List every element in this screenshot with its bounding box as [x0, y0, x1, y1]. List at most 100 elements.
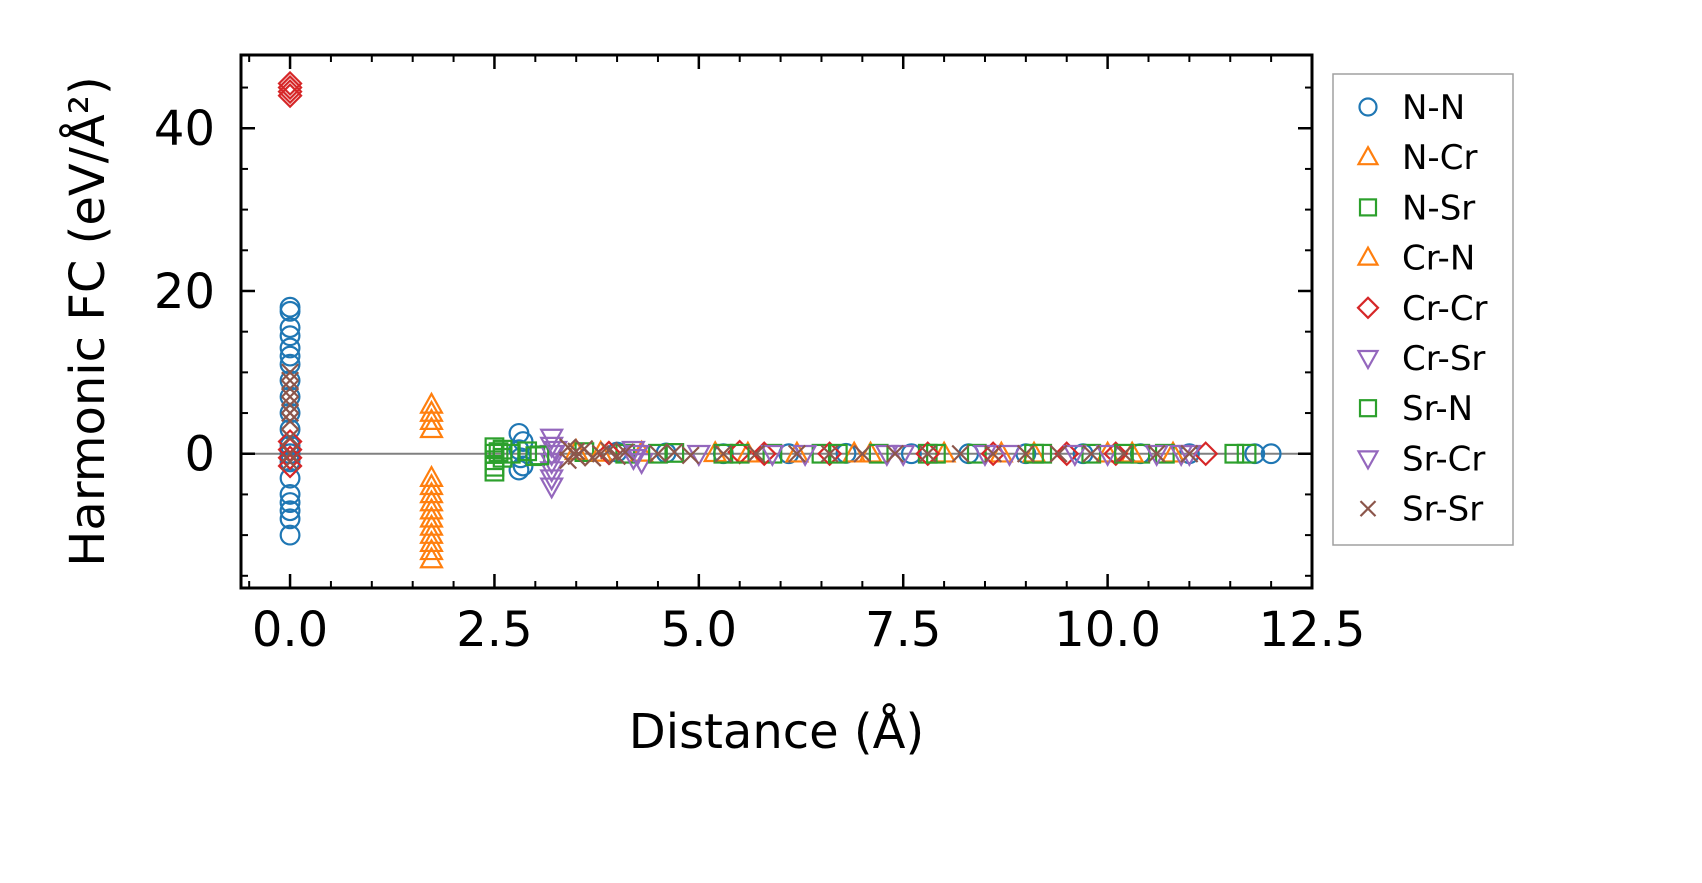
legend-label: N-Cr	[1402, 138, 1477, 178]
data-point	[621, 449, 646, 472]
data-point	[817, 441, 843, 467]
data-point	[1016, 444, 1035, 463]
data-point	[1114, 443, 1134, 464]
data-point	[281, 363, 300, 382]
data-point	[279, 296, 301, 318]
data-point	[279, 492, 301, 514]
data-point	[277, 74, 303, 101]
legend-marker	[1358, 198, 1378, 217]
data-point	[713, 443, 734, 464]
data-point	[281, 452, 300, 471]
legend-marker	[1356, 349, 1380, 371]
data-point	[539, 428, 564, 451]
plot-frame	[239, 53, 1314, 590]
x-tick-label: 5.0	[661, 602, 737, 658]
data-point	[1054, 441, 1080, 467]
legend-label: N-Sr	[1402, 188, 1475, 228]
data-point	[681, 446, 700, 465]
data-point	[751, 441, 777, 467]
data-point	[1114, 444, 1133, 463]
data-point	[539, 461, 564, 484]
data-point	[1147, 444, 1166, 463]
series-sr-n	[488, 442, 1134, 466]
data-point	[419, 464, 444, 487]
data-point	[984, 444, 1003, 463]
legend-label: Cr-Cr	[1402, 289, 1488, 329]
data-point	[279, 524, 301, 546]
data-point	[279, 325, 301, 347]
data-point	[419, 489, 444, 512]
legend-label: Cr-Sr	[1402, 339, 1485, 379]
data-point	[616, 443, 635, 462]
series-sr-sr	[281, 363, 1199, 471]
data-point	[747, 444, 766, 463]
legend-marker	[1358, 97, 1378, 117]
legend-marker	[1356, 245, 1380, 266]
data-point	[419, 407, 444, 430]
data-point	[997, 444, 1022, 467]
data-point	[419, 513, 444, 536]
data-point	[686, 444, 712, 467]
data-point	[281, 404, 300, 423]
data-point	[277, 83, 303, 109]
data-point	[500, 443, 521, 464]
data-point	[488, 442, 509, 463]
data-point	[419, 529, 444, 553]
data-point	[951, 444, 970, 463]
data-point	[419, 521, 444, 544]
data-point	[279, 337, 301, 359]
data-point	[281, 379, 300, 398]
legend: N-N N-Cr N-Sr Cr-N Cr-Cr Cr-Sr Sr-N Sr-Cr Sr-Sr	[1332, 73, 1514, 546]
legend-marker	[1359, 500, 1377, 517]
data-point	[886, 444, 905, 463]
data-point	[279, 500, 301, 522]
data-point	[281, 444, 300, 463]
data-point	[784, 440, 810, 463]
data-point	[419, 473, 444, 496]
x-axis-title: Distance (Å)	[629, 703, 924, 760]
data-point	[279, 300, 301, 322]
data-point	[625, 444, 650, 467]
data-point	[599, 441, 618, 460]
data-point	[1180, 444, 1199, 463]
x-tick-label: 10.0	[1054, 602, 1161, 658]
x-tick-label: 2.5	[456, 602, 532, 658]
legend-box	[1332, 73, 1514, 546]
plot-area	[241, 70, 1312, 569]
y-axis-title: Harmonic FC (eV/Å²)	[59, 76, 116, 566]
data-point	[281, 387, 300, 406]
data-point	[1082, 444, 1101, 463]
data-point	[760, 444, 785, 467]
data-point	[664, 443, 685, 463]
legend-label: Sr-N	[1402, 389, 1473, 429]
data-point	[1236, 443, 1257, 464]
data-point	[918, 444, 937, 463]
legend-label: Sr-Cr	[1402, 439, 1485, 479]
x-tick-label: 0.0	[252, 602, 328, 658]
data-point	[419, 416, 444, 439]
legend-marker	[1356, 450, 1380, 471]
data-point	[419, 538, 444, 561]
data-point	[281, 412, 300, 431]
data-point	[915, 441, 941, 467]
data-point	[1062, 444, 1088, 467]
data-point	[419, 505, 444, 528]
data-point	[529, 445, 550, 466]
data-point	[539, 477, 564, 500]
data-point	[279, 483, 301, 505]
data-point	[648, 443, 668, 464]
legend-label: Sr-Sr	[1402, 490, 1483, 530]
data-point	[1081, 443, 1102, 464]
data-point	[281, 395, 300, 414]
data-point	[543, 440, 569, 463]
data-point	[277, 70, 303, 97]
data-point	[588, 439, 614, 462]
y-tick-label: 40	[154, 101, 215, 157]
data-point	[419, 399, 444, 422]
data-point	[1224, 443, 1245, 464]
y-tick-label: 0	[184, 427, 215, 483]
data-point	[279, 345, 301, 367]
data-point	[629, 439, 654, 462]
data-point	[648, 444, 667, 463]
